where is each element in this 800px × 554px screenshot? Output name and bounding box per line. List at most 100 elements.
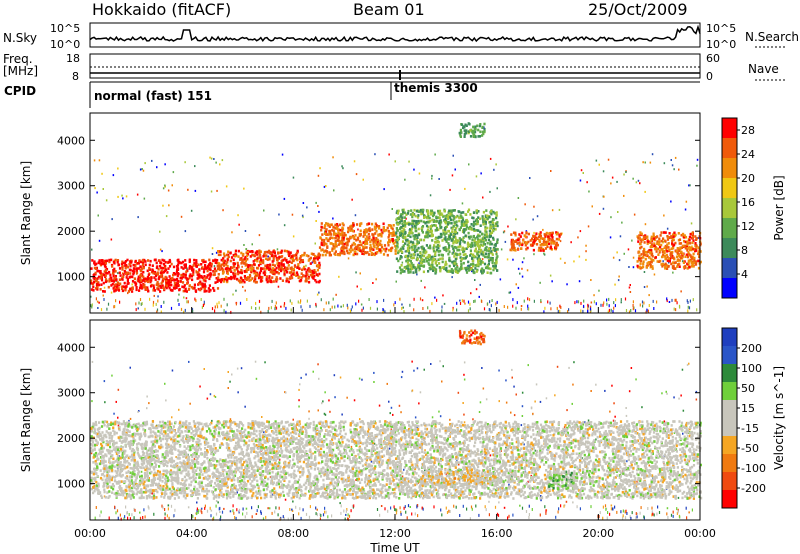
noise-cell xyxy=(256,509,258,513)
data-cell xyxy=(462,239,465,243)
speckle-cell xyxy=(418,474,420,477)
data-cell xyxy=(99,271,102,275)
data-cell xyxy=(365,246,368,249)
noise-cell xyxy=(635,516,637,520)
speckle-cell xyxy=(91,400,93,403)
data-cell xyxy=(686,240,689,243)
data-cell xyxy=(152,271,155,275)
data-cell xyxy=(195,261,198,264)
data-cell xyxy=(429,244,432,248)
data-cell xyxy=(260,278,263,282)
data-cell xyxy=(117,289,121,292)
speckle-cell xyxy=(632,266,635,269)
data-cell xyxy=(254,275,257,279)
noise-cell xyxy=(595,302,597,306)
data-cell xyxy=(372,236,375,240)
data-cell xyxy=(664,262,667,266)
data-cell xyxy=(114,258,117,262)
data-cell xyxy=(269,263,272,267)
data-cell xyxy=(437,253,440,257)
noise-cell xyxy=(653,307,655,310)
data-cell xyxy=(374,239,377,242)
speckle-cell xyxy=(482,437,484,440)
data-cell xyxy=(337,476,341,479)
data-cell xyxy=(318,272,321,276)
data-cell xyxy=(129,275,132,278)
speckle-cell xyxy=(334,396,336,399)
data-cell xyxy=(445,247,448,251)
data-cell xyxy=(262,267,265,270)
speckle-cell xyxy=(362,178,364,181)
speckle-cell xyxy=(563,504,566,507)
noise-cell xyxy=(209,506,211,510)
data-cell xyxy=(93,266,96,270)
noise-cell xyxy=(225,310,227,314)
data-cell xyxy=(479,224,482,227)
data-cell xyxy=(492,210,495,214)
data-cell xyxy=(302,253,306,257)
data-cell xyxy=(686,249,689,252)
speckle-cell xyxy=(255,377,258,380)
data-cell xyxy=(425,259,429,263)
speckle-cell xyxy=(463,361,466,364)
data-cell xyxy=(679,256,682,260)
data-cell xyxy=(644,234,647,237)
data-cell xyxy=(408,232,411,235)
data-cell xyxy=(480,243,483,247)
data-cell xyxy=(144,263,147,267)
noise-cell xyxy=(203,300,205,304)
data-cell xyxy=(463,125,466,129)
noise-cell xyxy=(624,516,627,520)
data-cell xyxy=(451,214,454,217)
data-cell xyxy=(334,236,337,240)
speckle-cell xyxy=(632,177,634,180)
noise-cell xyxy=(306,299,308,303)
data-cell xyxy=(378,225,381,228)
data-cell xyxy=(380,232,383,236)
data-cell xyxy=(352,241,355,245)
noise-cell xyxy=(525,510,528,513)
noise-cell xyxy=(599,511,601,515)
data-cell xyxy=(161,420,164,424)
speckle-cell xyxy=(398,404,401,407)
data-cell xyxy=(461,248,464,251)
speckle-cell xyxy=(587,225,590,228)
speckle-cell xyxy=(695,390,698,393)
data-cell xyxy=(401,216,404,219)
data-cell xyxy=(435,245,438,249)
data-cell xyxy=(288,252,291,256)
noise-cell xyxy=(216,305,219,309)
data-cell xyxy=(95,423,98,427)
speckle-cell xyxy=(688,362,690,365)
noise-cell xyxy=(283,302,286,306)
data-cell xyxy=(340,239,343,242)
noise-cell xyxy=(503,305,505,308)
noise-cell xyxy=(234,516,236,519)
noise-cell xyxy=(153,512,155,516)
data-cell xyxy=(387,241,390,244)
data-cell xyxy=(307,267,310,270)
speckle-cell xyxy=(162,204,164,207)
data-cell xyxy=(464,130,467,134)
speckle-cell xyxy=(164,382,166,385)
data-cell xyxy=(306,268,309,272)
data-cell xyxy=(453,209,456,212)
noise-cell xyxy=(527,297,529,301)
data-cell xyxy=(418,264,421,268)
n-sky-label: N.Sky xyxy=(3,31,38,45)
speckle-cell xyxy=(413,168,415,171)
speckle-cell xyxy=(570,241,572,244)
data-cell xyxy=(657,243,661,246)
data-cell xyxy=(186,282,189,285)
data-cell xyxy=(489,258,493,261)
data-cell xyxy=(678,265,681,268)
noise-cell xyxy=(531,508,533,511)
data-cell xyxy=(413,235,416,239)
speckle-cell xyxy=(520,424,523,427)
data-cell xyxy=(495,252,498,256)
data-cell xyxy=(422,220,425,224)
noise-cell xyxy=(149,297,151,301)
speckle-cell xyxy=(643,271,646,273)
data-cell xyxy=(638,265,641,269)
data-cell xyxy=(318,256,321,259)
